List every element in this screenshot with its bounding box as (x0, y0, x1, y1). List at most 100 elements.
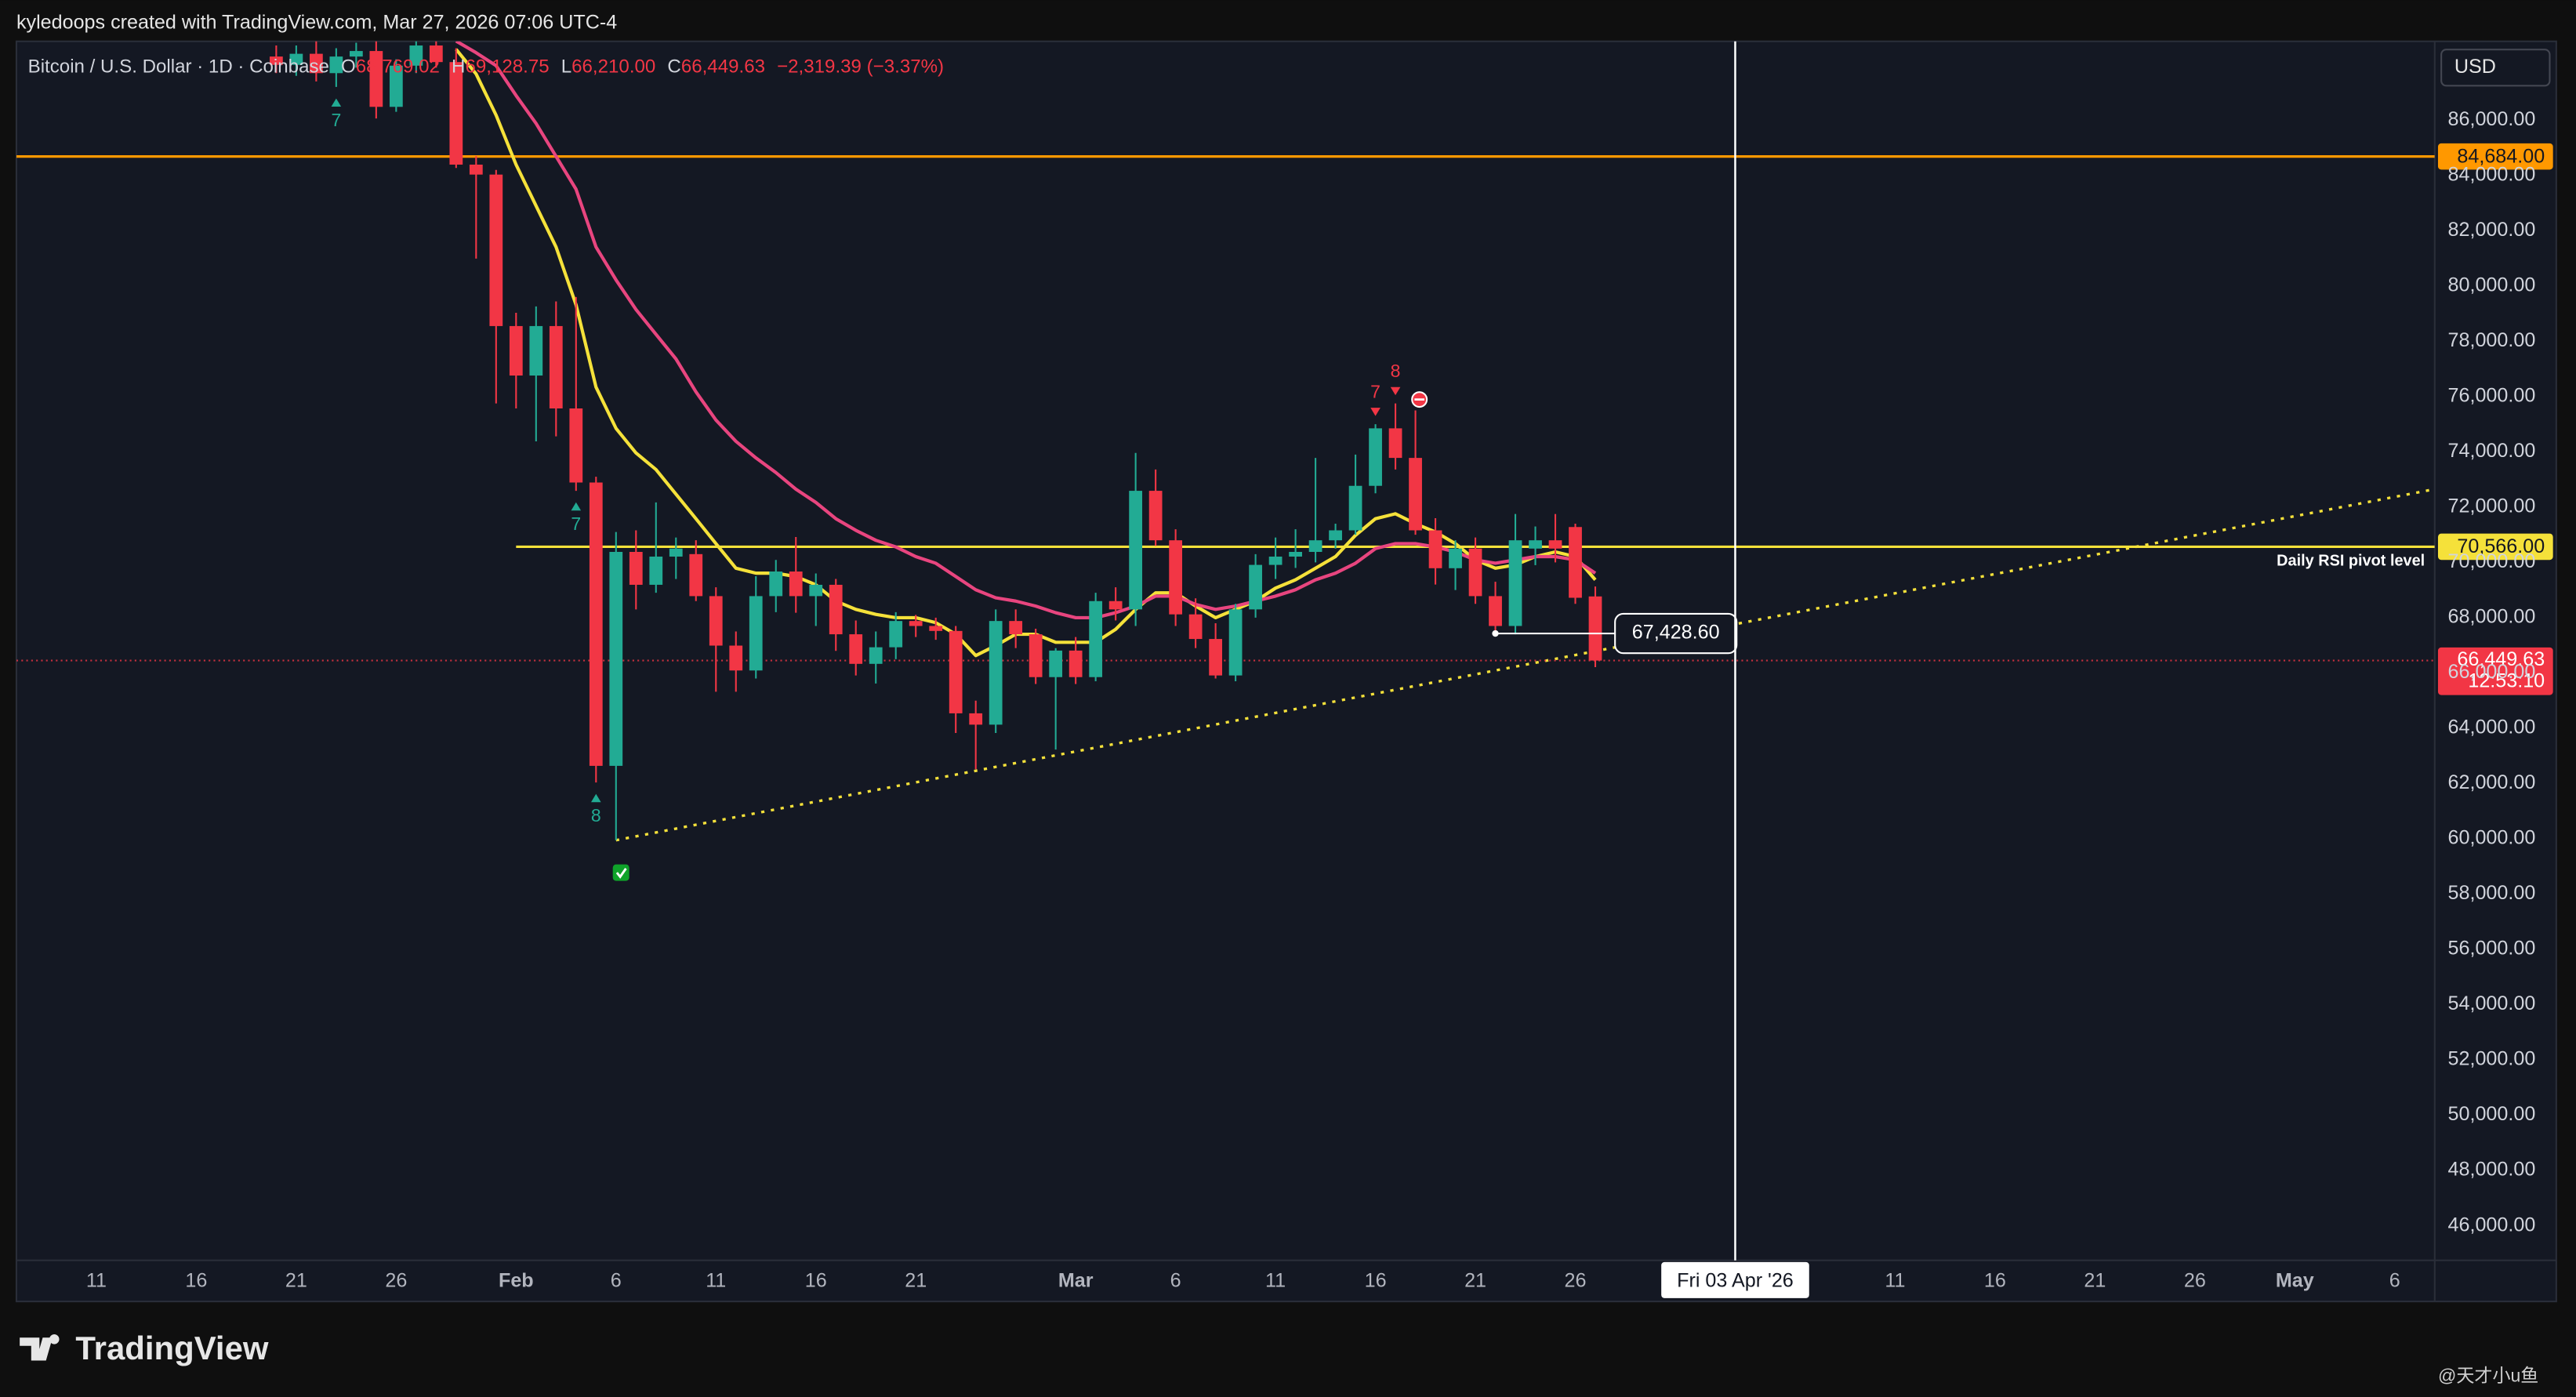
x-tick-label: May (2276, 1270, 2314, 1292)
x-tick-label: 16 (185, 1270, 207, 1292)
candle-body (309, 53, 323, 74)
x-tick-label: 6 (2389, 1270, 2400, 1292)
candle-body (1329, 530, 1342, 541)
level-note: Daily RSI pivot level (2277, 553, 2425, 570)
y-tick-label: 68,000.00 (2448, 606, 2536, 628)
candle-body (1388, 428, 1402, 459)
candle-body (569, 408, 583, 483)
x-tick-label: Mar (1058, 1270, 1094, 1292)
countdown: 12:53:10 (2468, 669, 2545, 691)
candle-body (349, 51, 363, 57)
candle-body (1249, 564, 1262, 610)
x-tick-label: 11 (1885, 1270, 1905, 1292)
marker-label: 7 (331, 110, 341, 130)
candle-body (609, 551, 623, 766)
candle-body (549, 325, 563, 408)
candle-body (1369, 428, 1382, 486)
candle-body (1548, 540, 1562, 549)
candle-body (1588, 596, 1602, 661)
candle-body (729, 645, 743, 671)
marker-label: 8 (1391, 361, 1401, 381)
candle-body (1508, 540, 1522, 626)
legend-key: C (667, 56, 680, 78)
candle-body (1409, 458, 1422, 531)
candle-body (1228, 609, 1243, 676)
candle-body (270, 56, 283, 65)
marker-triangle (571, 502, 582, 511)
candle-body (409, 45, 423, 66)
watermark: @天才小u鱼 (2438, 1366, 2538, 1386)
moving-average (455, 41, 1597, 620)
y-tick-label: 80,000.00 (2448, 274, 2536, 296)
candle-body (1348, 485, 1362, 531)
x-tick-label: 16 (805, 1270, 827, 1292)
candle-body (909, 621, 923, 626)
candle-body (369, 51, 383, 107)
legend-value: 69,128.75 (465, 56, 549, 78)
candle-body (1308, 540, 1322, 552)
y-tick-label: 66,000.00 (2448, 661, 2536, 683)
candle-body (289, 53, 303, 65)
candle-body (809, 584, 823, 597)
check-icon (612, 864, 629, 881)
y-tick-label: 54,000.00 (2448, 992, 2536, 1014)
candle-body (1449, 548, 1462, 568)
candle-body (509, 325, 523, 376)
price-note-label: 67,428.60 (1632, 622, 1720, 644)
y-tick-label: 56,000.00 (2448, 938, 2536, 960)
plot-area (16, 41, 2435, 842)
legend-key: O (341, 56, 356, 78)
x-tick-label: 11 (1265, 1270, 1286, 1292)
candle-body (869, 647, 883, 664)
candle-body (989, 621, 1003, 725)
candle-body (1009, 621, 1023, 635)
y-tick-label: 58,000.00 (2448, 882, 2536, 904)
last-price-tag (2437, 647, 2553, 695)
marker-triangle (1370, 408, 1381, 416)
candle-body (1129, 491, 1143, 610)
x-tick-label: 16 (1984, 1270, 2006, 1292)
x-tick-label: 11 (706, 1270, 726, 1292)
candle-body (1209, 639, 1223, 676)
candle-body (1089, 601, 1103, 677)
currency[interactable]: USD (2454, 56, 2496, 78)
candle-body (689, 553, 703, 597)
legend-symbol: Bitcoin / U.S. Dollar · 1D · Coinbase (28, 56, 329, 78)
candle-body (1489, 596, 1502, 626)
level-tag-label: 84,684.00 (2457, 145, 2545, 167)
legend-key: H (452, 56, 465, 78)
x-tick-label: 6 (611, 1270, 622, 1292)
candle-body (589, 482, 603, 766)
candle-body (1029, 634, 1043, 677)
legend-value: 68,769.02 (356, 56, 440, 78)
candle-body (769, 572, 783, 597)
candle-body (1268, 556, 1283, 565)
y-tick-label: 84,000.00 (2448, 163, 2536, 185)
x-tick-label: 21 (1464, 1270, 1486, 1292)
currency-box[interactable] (2440, 49, 2551, 87)
candle-body (1188, 614, 1203, 640)
candle-body (1108, 601, 1123, 610)
x-tick-label: 16 (1365, 1270, 1387, 1292)
candle-body (389, 65, 403, 107)
candle-body (1428, 530, 1442, 568)
candle-body (669, 548, 683, 557)
brand-logo (20, 1334, 60, 1361)
y-tick-label: 76,000.00 (2448, 384, 2536, 406)
candle-body (469, 164, 483, 175)
chart-panel (15, 40, 2557, 1303)
y-tick-label: 70,000.00 (2448, 550, 2536, 572)
candle-body (789, 572, 803, 597)
candle-body (1049, 650, 1063, 677)
y-tick-label: 72,000.00 (2448, 495, 2536, 517)
y-tick-label: 52,000.00 (2448, 1048, 2536, 1070)
candle-body (829, 584, 843, 635)
candle-body (489, 174, 503, 326)
marker-triangle (1390, 386, 1401, 396)
y-tick-label: 64,000.00 (2448, 717, 2536, 738)
brand: TradingView (75, 1330, 268, 1366)
candle-body (1169, 540, 1183, 615)
legend-change: −2,319.39 (−3.37%) (777, 56, 944, 78)
